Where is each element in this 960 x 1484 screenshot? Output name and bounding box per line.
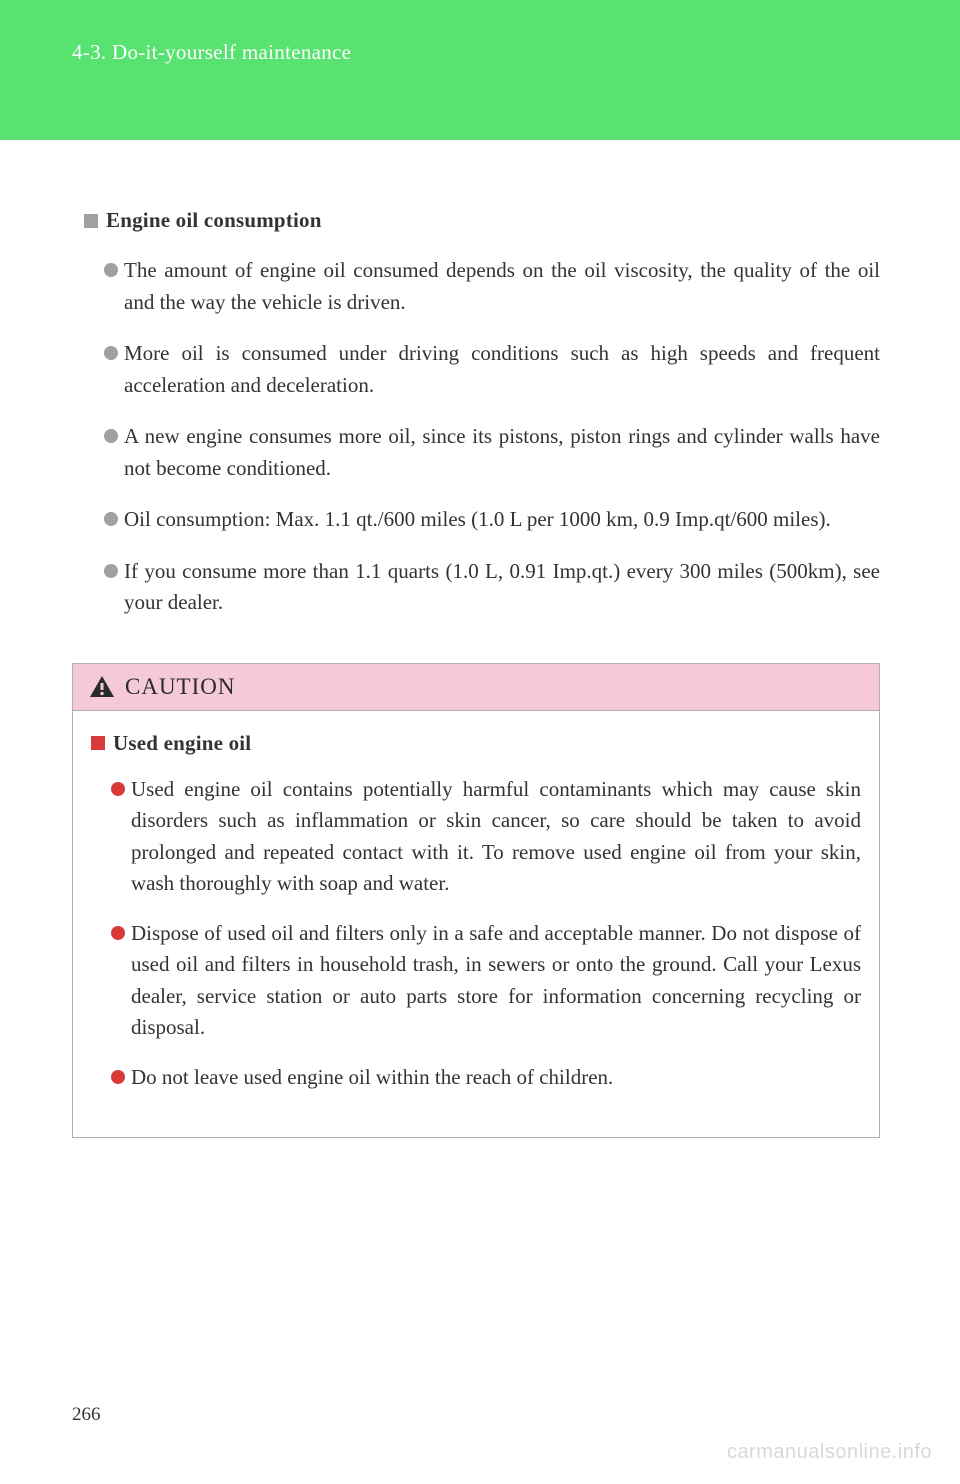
list-item: A new engine consumes more oil, since it… [104, 421, 880, 484]
list-item: Dispose of used oil and filters only in … [111, 918, 861, 1044]
bullet-text: If you consume more than 1.1 quarts (1.0… [124, 556, 880, 619]
caution-box: CAUTION Used engine oil Used engine oil … [72, 663, 880, 1139]
square-marker-icon [84, 214, 98, 228]
heading-text: Engine oil consumption [106, 208, 322, 233]
bullet-text: More oil is consumed under driving condi… [124, 338, 880, 401]
section-heading: Engine oil consumption [84, 208, 880, 233]
watermark-text: carmanualsonline.info [727, 1441, 932, 1464]
bullet-text: Dispose of used oil and filters only in … [131, 918, 861, 1044]
page-number: 266 [72, 1404, 101, 1426]
bullet-icon [104, 346, 118, 360]
bullet-icon [104, 512, 118, 526]
list-item: Do not leave used engine oil within the … [111, 1062, 861, 1094]
list-item: More oil is consumed under driving condi… [104, 338, 880, 401]
square-marker-red-icon [91, 736, 105, 750]
bullet-red-icon [111, 926, 125, 940]
bullet-icon [104, 263, 118, 277]
bullet-text: Oil consumption: Max. 1.1 qt./600 miles … [124, 504, 880, 536]
bullet-red-icon [111, 1070, 125, 1084]
caution-heading-text: Used engine oil [113, 731, 251, 756]
caution-bullet-list: Used engine oil contains potentially har… [91, 774, 861, 1094]
caution-body: Used engine oil Used engine oil contains… [73, 711, 879, 1138]
page-header: 4-3. Do-it-yourself maintenance [0, 0, 960, 140]
caution-header: CAUTION [73, 664, 879, 711]
warning-triangle-icon [89, 675, 115, 699]
list-item: The amount of engine oil consumed depend… [104, 255, 880, 318]
bullet-icon [104, 564, 118, 578]
bullet-text: A new engine consumes more oil, since it… [124, 421, 880, 484]
section-label: 4-3. Do-it-yourself maintenance [72, 40, 960, 65]
page-content: Engine oil consumption The amount of eng… [0, 140, 960, 1138]
bullet-text: Used engine oil contains potentially har… [131, 774, 861, 900]
bullet-text: Do not leave used engine oil within the … [131, 1062, 861, 1094]
bullet-icon [104, 429, 118, 443]
list-item: Used engine oil contains potentially har… [111, 774, 861, 900]
list-item: Oil consumption: Max. 1.1 qt./600 miles … [104, 504, 880, 536]
bullet-red-icon [111, 782, 125, 796]
bullet-text: The amount of engine oil consumed depend… [124, 255, 880, 318]
caution-subheading: Used engine oil [91, 731, 861, 756]
main-bullet-list: The amount of engine oil consumed depend… [72, 255, 880, 619]
caution-title: CAUTION [125, 674, 236, 700]
list-item: If you consume more than 1.1 quarts (1.0… [104, 556, 880, 619]
